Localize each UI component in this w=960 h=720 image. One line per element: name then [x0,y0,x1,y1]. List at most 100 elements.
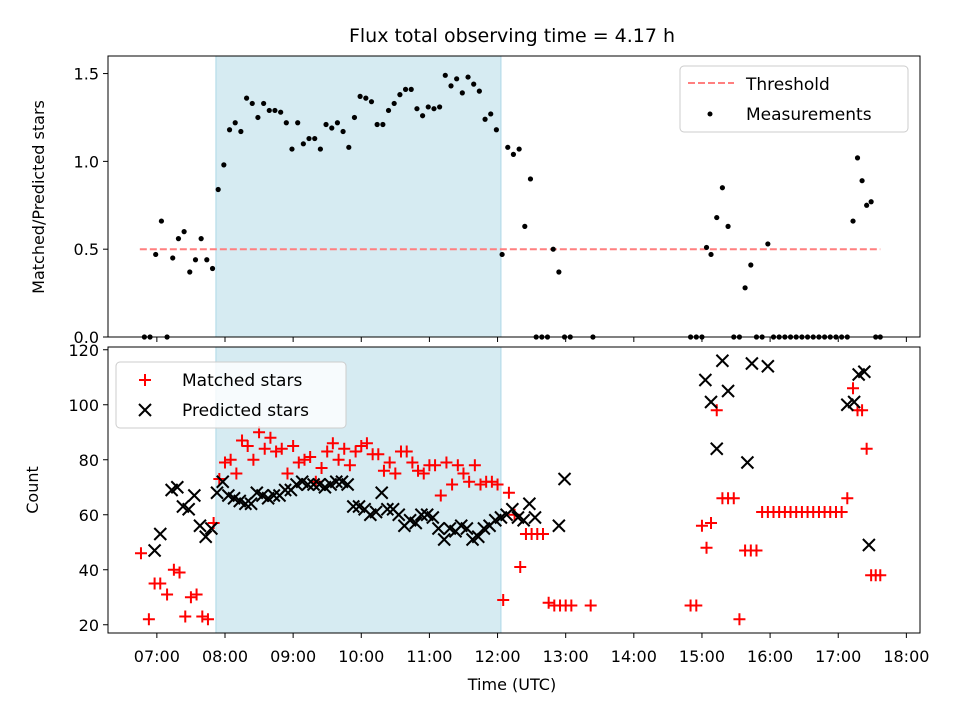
matched-star-point [218,456,231,469]
matched-star-point [874,569,887,582]
measurement-point [232,120,238,126]
measurement-point [295,120,301,126]
predicted-star-point [522,497,537,511]
ratio-panel: 0.0 0.5 1.0 1.5 Matched/Predicted stars Thr… [29,55,921,347]
matched-star-point [355,440,368,452]
matched-star-point [841,492,854,505]
matched-star-point [179,610,192,623]
measurements-legend-label: Measurements [746,105,872,125]
matched-star-point [429,459,442,472]
matched-star-point [360,437,373,450]
matched-star-point [463,475,476,488]
predicted-star-point [267,488,281,503]
matched-star-point [700,541,713,554]
matched-star-point [241,440,254,452]
measurement-point [482,116,488,122]
measurement-point [187,269,193,275]
predicted-star-point [199,530,213,544]
predicted-star-point [238,497,253,511]
measurement-point [255,114,261,121]
matched-star-point [727,492,740,505]
measurement-point [192,257,199,263]
chart-title: Flux total observing time = 4.17 h [349,25,675,47]
predicted-star-point [409,516,423,530]
predicted-star-point [414,508,429,522]
predicted-star-point [392,508,406,522]
measurement-point [283,120,289,126]
ratio-legend-frame [679,65,909,133]
predicted-star-point [847,395,861,409]
measurement-point [323,121,329,128]
measurement-point [408,86,414,92]
predicted-star-point [306,477,321,492]
measurement-point [289,146,295,152]
matched-star-point [321,445,334,458]
predicted-star-point [193,519,207,533]
measurement-point [703,244,710,251]
predicted-star-point [278,483,292,497]
matched-star-point [710,404,723,417]
predicted-star-point [505,502,520,516]
time-x-tick-label: 12:00 [474,647,520,666]
matched-star-point [287,440,300,452]
matched-star-point [173,566,186,579]
predicted-star-point [862,538,876,552]
measurement-point [215,186,221,193]
matched-star-point [190,588,203,601]
threshold-legend-label: Threshold [745,75,830,95]
measurements-legend-swatch [707,111,713,117]
measurement-point [719,185,725,191]
matched-star-point [451,459,464,472]
count-panel: 20 40 60 80 100 120 07:00 08:00 09:00 10:00 11:00 1… [23,341,929,694]
matched-star-point [270,445,283,458]
measurement-point [153,251,159,258]
time-x-tick-label: 11:00 [406,647,452,666]
count-y-axis-label: Count [23,466,42,514]
predicted-legend-label: Predicted stars [182,401,309,421]
measurement-point [742,285,748,291]
matched-star-point [315,462,328,474]
measurement-point [170,255,176,261]
count-y-tick-label: 100 [68,396,99,415]
measurement-point [527,176,534,182]
measurement-point [374,121,380,128]
matched-star-point [468,459,481,472]
matched-star-point [304,451,317,463]
predicted-star-point [147,543,162,558]
matched-star-point [338,442,351,455]
measurement-point [854,155,861,161]
measurement-point [306,135,312,142]
matched-star-point [440,456,453,469]
time-x-tick-label: 07:00 [134,647,180,666]
matched-star-point [298,453,311,466]
matched-star-point [343,459,356,472]
predicted-star-point [745,356,759,371]
matched-star-point [349,445,362,458]
count-panel-frame [107,346,921,634]
measurement-point [725,223,731,229]
predicted-star-point [710,442,724,456]
matched-star-point [835,506,848,518]
measurement-point [448,83,454,89]
measurement-point [238,128,244,135]
x-axis-label: Time (UTC) [467,675,556,694]
matched-star-point [372,448,385,461]
measurement-point [859,178,865,184]
time-x-tick-label: 15:00 [679,647,725,666]
measurement-point [351,114,358,121]
matched-star-point [224,453,237,466]
predicted-star-point [369,505,383,519]
matched-star-point [502,486,515,499]
predicted-star-point [340,477,355,492]
count-y-tick-label: 120 [68,341,99,360]
predicted-star-point [244,497,258,511]
matched-star-point [258,442,271,455]
matched-star-point [584,599,597,612]
predicted-star-point [329,475,343,489]
matched-star-point [565,599,578,612]
matched-star-point [417,467,430,480]
ratio-legend: Threshold Measurements [679,65,909,133]
measurement-point [476,88,482,94]
measurement-point [505,144,511,150]
measurement-point [204,257,210,263]
